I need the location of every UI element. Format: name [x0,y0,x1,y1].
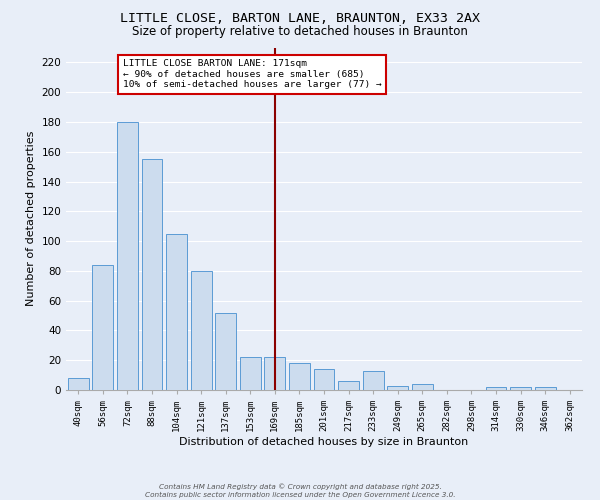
Bar [289,363,310,390]
Text: LITTLE CLOSE BARTON LANE: 171sqm
← 90% of detached houses are smaller (685)
10% : LITTLE CLOSE BARTON LANE: 171sqm ← 90% o… [122,60,381,89]
Bar [92,265,113,390]
Bar [314,369,334,390]
Bar [485,387,506,390]
Bar [117,122,138,390]
Bar [142,159,163,390]
Bar [338,381,359,390]
Text: Size of property relative to detached houses in Braunton: Size of property relative to detached ho… [132,25,468,38]
X-axis label: Distribution of detached houses by size in Braunton: Distribution of detached houses by size … [179,437,469,447]
Bar [215,312,236,390]
Bar [510,387,531,390]
Bar [412,384,433,390]
Bar [362,370,383,390]
Bar [166,234,187,390]
Text: Contains HM Land Registry data © Crown copyright and database right 2025.
Contai: Contains HM Land Registry data © Crown c… [145,484,455,498]
Bar [387,386,408,390]
Y-axis label: Number of detached properties: Number of detached properties [26,131,36,306]
Bar [265,357,286,390]
Bar [68,378,89,390]
Bar [240,357,261,390]
Text: LITTLE CLOSE, BARTON LANE, BRAUNTON, EX33 2AX: LITTLE CLOSE, BARTON LANE, BRAUNTON, EX3… [120,12,480,26]
Bar [191,271,212,390]
Bar [535,387,556,390]
